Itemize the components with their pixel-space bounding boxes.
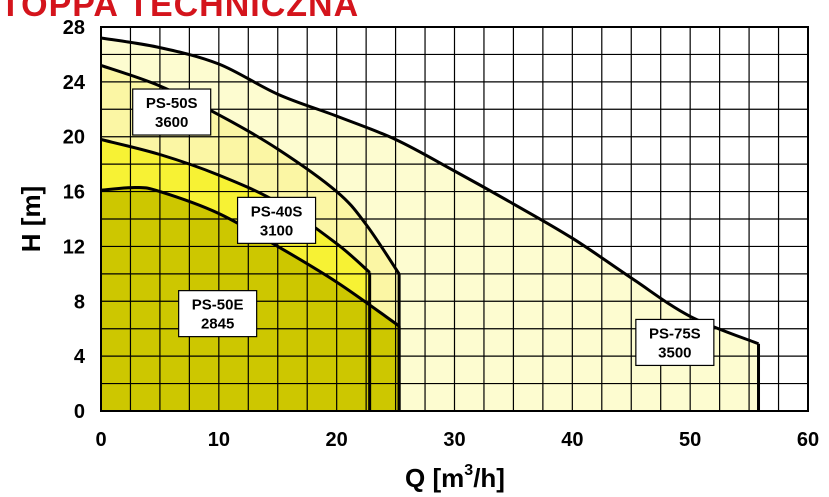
series-label-ps-75s-line-2: 3500 bbox=[658, 344, 691, 361]
x-tick-label: 50 bbox=[679, 429, 701, 451]
y-tick-label: 0 bbox=[74, 401, 85, 423]
series-label-ps-40s-line-2: 3100 bbox=[260, 222, 293, 239]
plot-frame bbox=[100, 26, 809, 412]
curve-ps-75s bbox=[100, 36, 760, 346]
x-tick-label: 30 bbox=[443, 429, 465, 451]
x-tick-label: 60 bbox=[797, 429, 819, 451]
x-axis-title: Q [m3/h] bbox=[405, 462, 505, 493]
curve-ps-50e bbox=[100, 185, 400, 328]
series-label-ps-50s-line-1: PS-50S bbox=[146, 95, 198, 112]
series-label-ps-75s-line-1: PS-75S bbox=[649, 325, 701, 342]
y-tick-label: 28 bbox=[63, 17, 85, 39]
series-curves bbox=[100, 36, 761, 411]
y-tick-label: 4 bbox=[74, 346, 86, 368]
label-box-ps-75s bbox=[635, 318, 715, 367]
label-box-ps-50s bbox=[132, 88, 212, 136]
x-tick-label: 20 bbox=[326, 429, 348, 451]
y-tick-label: 16 bbox=[63, 182, 85, 204]
y-tick-label: 8 bbox=[74, 291, 85, 313]
series-label-ps-50e-line-2: 2845 bbox=[201, 316, 234, 333]
series-label-ps-50e-line-1: PS-50E bbox=[192, 297, 244, 314]
page-title: TOPPA TECHNICZNA bbox=[0, 0, 360, 24]
x-tick-label: 40 bbox=[561, 429, 583, 451]
y-tick-label: 12 bbox=[63, 236, 85, 258]
series-labels: PS-75S 3500 PS-50S 3600 PS-40S 3100 PS-50E 2845 bbox=[132, 88, 715, 367]
x-tick-label: 0 bbox=[95, 429, 106, 451]
curve-ps-40s bbox=[100, 138, 371, 274]
y-tick-label: 24 bbox=[63, 72, 86, 94]
series-label-ps-50s-line-2: 3600 bbox=[155, 114, 188, 131]
x-tick-labels: 0 10 20 30 40 50 60 bbox=[95, 429, 819, 451]
y-tick-label: 20 bbox=[63, 127, 85, 149]
label-box-ps-50e bbox=[178, 290, 258, 338]
label-box-ps-40s bbox=[236, 196, 317, 244]
series-label-ps-40s-line-1: PS-40S bbox=[251, 203, 303, 220]
x-tick-label: 10 bbox=[208, 429, 230, 451]
y-tick-labels: 0 4 8 12 16 20 24 28 bbox=[63, 17, 86, 423]
curve-ps-50s bbox=[100, 63, 401, 275]
y-axis-title: H [m] bbox=[16, 186, 46, 252]
